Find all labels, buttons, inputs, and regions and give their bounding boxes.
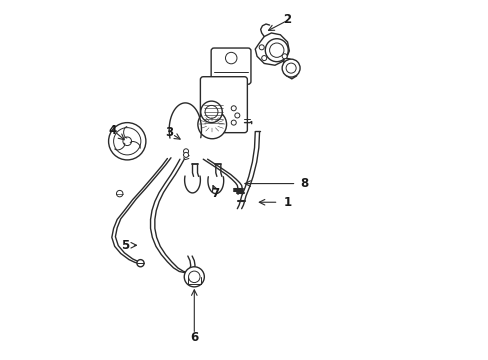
Text: 4: 4 [108,124,117,137]
Circle shape [198,110,226,139]
Polygon shape [255,33,289,65]
Circle shape [259,45,264,50]
Text: 1: 1 [283,196,291,209]
Circle shape [269,43,284,57]
FancyBboxPatch shape [211,48,250,84]
Circle shape [183,152,188,157]
Circle shape [282,54,286,59]
Text: 7: 7 [211,187,219,200]
Circle shape [225,52,237,64]
Circle shape [108,123,145,160]
Circle shape [282,59,300,77]
Circle shape [188,271,200,283]
Circle shape [265,39,287,62]
Text: 5: 5 [121,239,129,252]
Circle shape [285,63,296,73]
Circle shape [201,101,222,123]
Text: 6: 6 [190,331,198,344]
Circle shape [183,149,188,154]
Circle shape [137,260,144,267]
Circle shape [116,190,122,197]
Circle shape [234,113,239,118]
Polygon shape [284,58,297,79]
Circle shape [231,106,236,111]
Text: 8: 8 [300,177,308,190]
Circle shape [261,55,266,60]
Circle shape [204,105,218,118]
Circle shape [231,120,236,125]
Circle shape [113,128,141,155]
FancyBboxPatch shape [200,77,247,133]
Text: 3: 3 [165,126,173,139]
Text: 2: 2 [283,13,291,26]
Circle shape [122,137,131,145]
Circle shape [184,267,204,287]
